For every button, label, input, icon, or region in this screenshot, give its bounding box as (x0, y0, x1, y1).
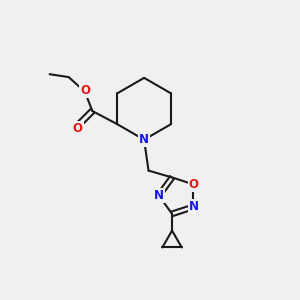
Text: N: N (188, 200, 199, 213)
Text: N: N (139, 133, 149, 146)
Text: N: N (154, 189, 164, 202)
Text: O: O (188, 178, 199, 191)
Text: O: O (73, 122, 82, 135)
Text: O: O (80, 84, 90, 97)
